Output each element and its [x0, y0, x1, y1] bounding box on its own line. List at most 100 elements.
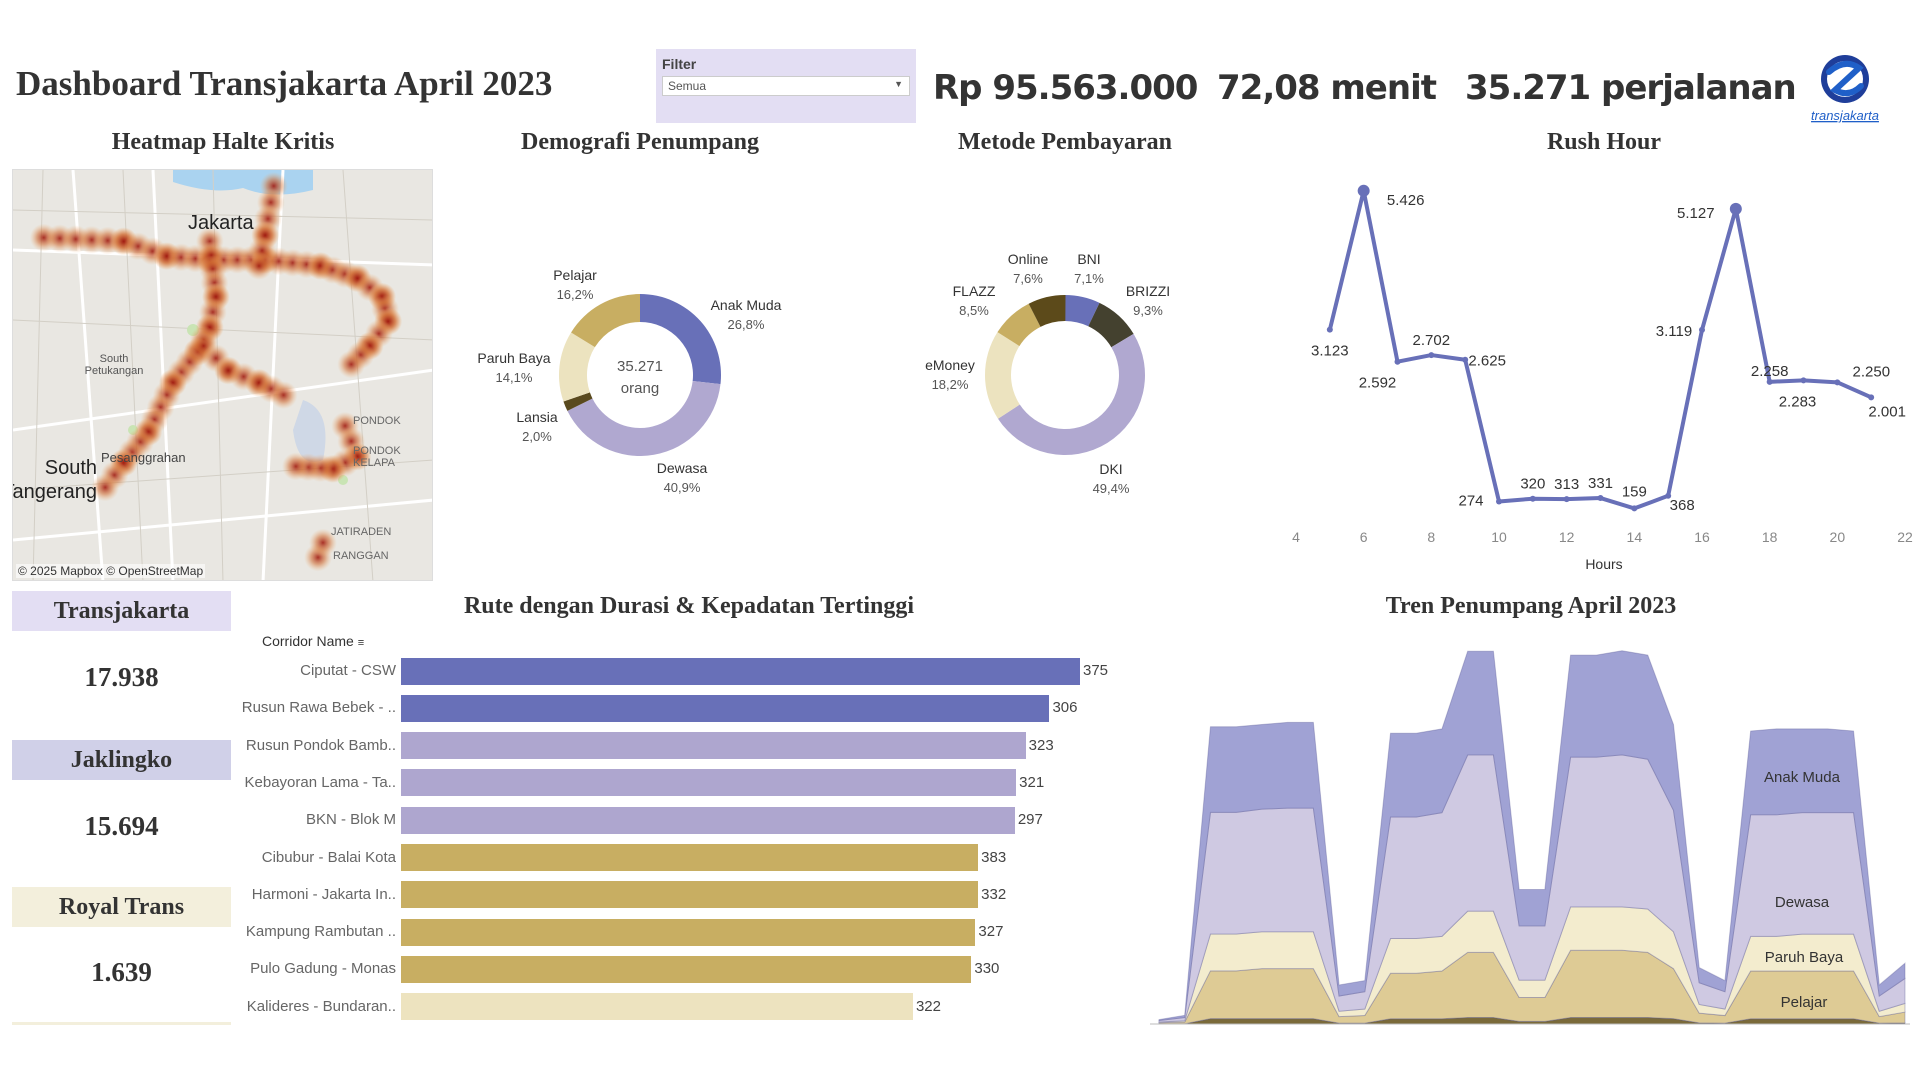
kpi-trips: 35.271 perjalanan — [1465, 68, 1797, 108]
bar-value-label: 330 — [974, 960, 1000, 978]
slice-pct: 8,5% — [959, 303, 989, 318]
data-label: 3.123 — [1311, 343, 1349, 360]
demografi-donut[interactable] — [440, 240, 840, 510]
heat-spot[interactable] — [337, 350, 366, 379]
route-bar[interactable] — [401, 769, 1017, 797]
slice-pelajar[interactable] — [571, 294, 640, 348]
rush-hour-chart[interactable]: 4 6 8 10 12 14 16 18 20 22 3.123 5.426 2.592 2.702 2.6… — [1270, 170, 1920, 590]
slice-paruh-baya[interactable] — [559, 332, 595, 402]
route-bar[interactable] — [401, 806, 1015, 834]
pembayaran-donut[interactable] — [865, 240, 1265, 510]
demografi-center: 35.271 orang — [617, 356, 663, 400]
slice-name: DKI — [1099, 461, 1123, 477]
area-label-paruh-baya: Paruh Baya — [1764, 949, 1844, 966]
rush-hour-point[interactable] — [1729, 202, 1742, 215]
map-attribution[interactable]: © 2025 Mapbox © OpenStreetMap — [16, 564, 206, 578]
pembayaran-title: Metode Pembayaran — [958, 129, 1172, 155]
rush-hour-point[interactable] — [1394, 358, 1401, 365]
bar-category-label: Rusun Rawa Bebek - .. — [241, 699, 396, 717]
routes-title: Rute dengan Durasi & Kepadatan Tertinggi — [463, 593, 915, 619]
rush-hour-point[interactable] — [1800, 377, 1807, 384]
slice-name: Online — [1007, 251, 1049, 267]
map-label-jatiraden: Jatiraden — [331, 526, 392, 538]
area-series-anak-muda[interactable] — [1158, 650, 1906, 1022]
slice-pct: 49,4% — [1092, 481, 1130, 496]
label-lansia: Lansia 2,0% — [516, 408, 557, 446]
rush-hour-point[interactable] — [1834, 379, 1841, 386]
rush-hour-point[interactable] — [1357, 184, 1370, 197]
rush-hour-point[interactable] — [1699, 326, 1705, 333]
heatmap-map[interactable]: Jakarta South Petukangan South Tangerang… — [12, 169, 433, 581]
sort-icon[interactable]: ≡ — [357, 637, 365, 649]
heat-spot[interactable] — [91, 473, 120, 502]
bar-category-label: Harmoni - Jakarta In.. — [251, 885, 396, 903]
label-pelajar: Pelajar 16,2% — [553, 266, 597, 304]
card-divider — [12, 1022, 231, 1025]
slice-brizzi[interactable] — [1088, 302, 1134, 348]
map-canvas[interactable] — [13, 170, 433, 581]
rush-hour-point[interactable] — [1462, 356, 1469, 363]
slice-pct: 2,0% — [522, 429, 552, 444]
route-bar[interactable] — [401, 694, 1050, 722]
x-tick-label: 6 — [1360, 529, 1368, 545]
slice-dki[interactable] — [997, 333, 1145, 456]
slice-pct: 7,6% — [1013, 271, 1043, 286]
data-label: 2.001 — [1868, 403, 1906, 420]
rush-hour-point[interactable] — [1766, 378, 1773, 385]
filter-panel: Filter Semua ▼ — [656, 49, 916, 123]
heatmap-title: Heatmap Halte Kritis — [111, 129, 335, 155]
slice-pct: 7,1% — [1074, 271, 1104, 286]
bar-category-label: Cibubur - Balai Kota — [261, 848, 396, 866]
slice-pct: 40,9% — [663, 480, 701, 495]
x-tick-label: 20 — [1830, 529, 1846, 545]
heat-spot[interactable] — [269, 381, 298, 410]
route-bar[interactable] — [401, 844, 979, 871]
slice-lansia[interactable] — [563, 392, 593, 411]
rush-hour-point[interactable] — [1631, 505, 1638, 512]
filter-label: Filter — [662, 56, 697, 72]
slice-pct: 14,1% — [495, 370, 533, 385]
filter-dropdown[interactable]: Semua ▼ — [662, 76, 910, 96]
data-label: 331 — [1588, 475, 1613, 492]
trend-area-chart[interactable] — [1150, 630, 1920, 1030]
route-bar[interactable] — [401, 993, 913, 1021]
demografi-donut-chart: 35.271 orang Anak Muda 26,8% Dewasa 40,9% … — [440, 240, 840, 510]
route-bar[interactable] — [401, 732, 1026, 760]
slice-dewasa[interactable] — [567, 380, 721, 456]
rush-hour-point[interactable] — [1326, 326, 1333, 333]
slice-anak-muda[interactable] — [640, 294, 721, 385]
heat-spot[interactable] — [308, 528, 337, 557]
route-bar[interactable] — [401, 955, 972, 983]
rush-hour-point[interactable] — [1868, 394, 1875, 401]
route-bar[interactable] — [401, 918, 976, 946]
route-bar[interactable] — [401, 657, 1080, 685]
slice-pct: 26,8% — [727, 317, 765, 332]
slice-name: Lansia — [516, 409, 558, 425]
card-transjakarta-value: 17.938 — [84, 662, 159, 692]
slice-flazz[interactable] — [997, 303, 1041, 347]
area-label-pelajar: Pelajar — [1780, 994, 1828, 1011]
rush-hour-point[interactable] — [1563, 496, 1570, 503]
bar-category-label: Kampung Rambutan .. — [245, 923, 396, 941]
rush-hour-point[interactable] — [1496, 498, 1502, 505]
bar-value-label: 306 — [1052, 699, 1078, 717]
slice-bni[interactable] — [1065, 295, 1100, 327]
heat-spot[interactable] — [281, 452, 310, 481]
label-paruh-baya: Paruh Baya 14,1% — [477, 349, 550, 387]
slice-name: Dewasa — [656, 460, 708, 476]
bar-category-label: Kebayoran Lama - Ta.. — [244, 773, 396, 791]
rush-hour-point[interactable] — [1665, 492, 1672, 499]
rush-hour-point[interactable] — [1597, 495, 1604, 502]
slice-pct: 9,3% — [1133, 303, 1163, 318]
rush-hour-point[interactable] — [1529, 495, 1536, 502]
card-jaklingko-header: Jaklingko — [12, 740, 231, 780]
route-bar[interactable] — [401, 881, 979, 909]
slice-name: Anak Muda — [710, 297, 782, 313]
transjakarta-logo: transjakarta — [1805, 50, 1885, 126]
slice-emoney[interactable] — [985, 332, 1020, 419]
map-label-pesanggrahan: Pesanggrahan — [101, 450, 186, 465]
heat-spot[interactable] — [245, 251, 273, 280]
rush-hour-point[interactable] — [1428, 352, 1435, 359]
corridor-name-header[interactable]: Corridor Name ≡ — [262, 633, 364, 649]
slice-online[interactable] — [1028, 295, 1066, 327]
